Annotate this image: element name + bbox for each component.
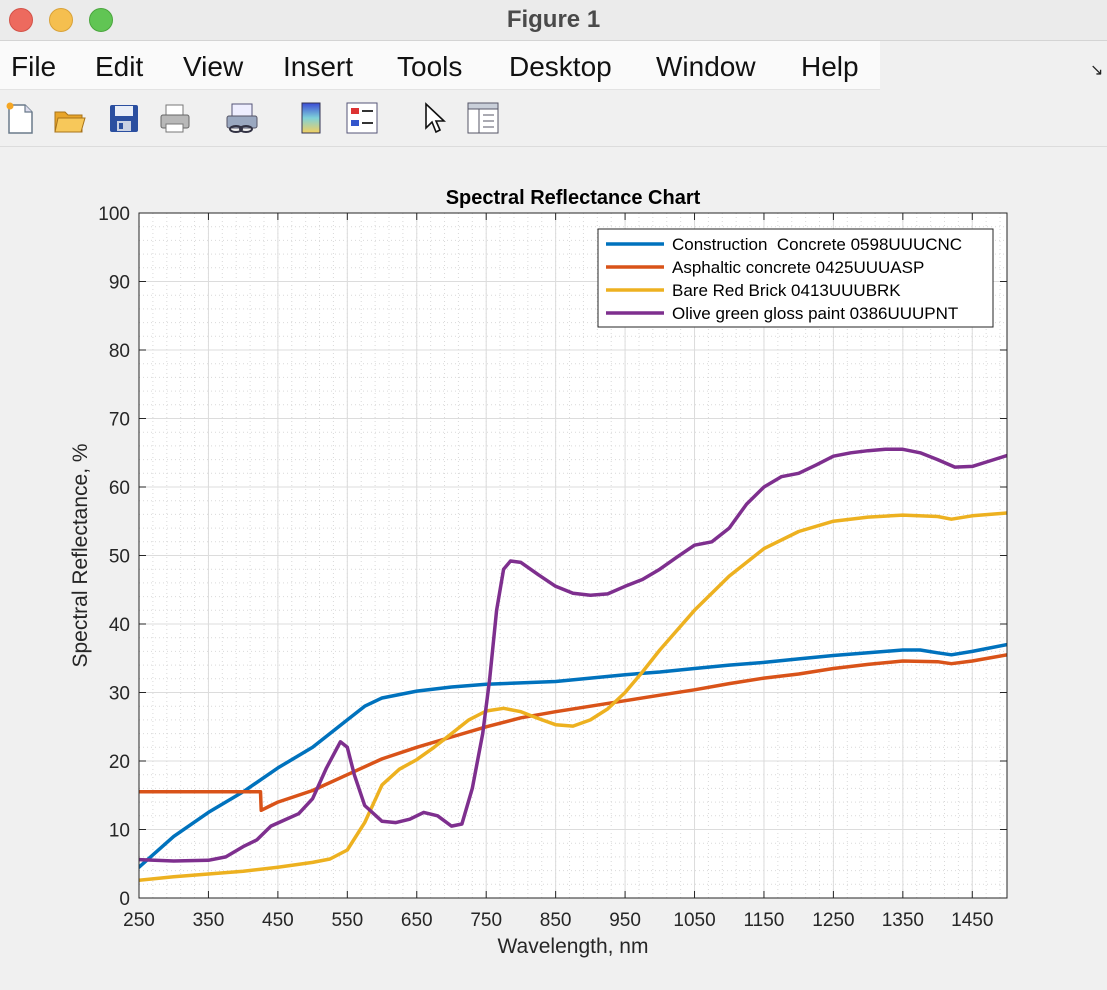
x-tick-label: 350: [193, 910, 225, 931]
property-editor-icon[interactable]: [465, 100, 501, 136]
x-tick-label: 750: [470, 910, 502, 931]
x-tick-label: 950: [609, 910, 641, 931]
menu-file[interactable]: File: [11, 51, 57, 82]
y-tick-label: 90: [109, 273, 130, 294]
spectral-reflectance-chart: 250 350 450 550 650 750 850 950 1050 1150 1250 1350…: [0, 150, 1107, 990]
y-tick-label: 80: [109, 341, 130, 362]
x-tick-label: 1250: [812, 910, 854, 931]
save-icon[interactable]: [106, 100, 142, 136]
menu-desktop[interactable]: Desktop: [509, 51, 612, 82]
x-tick-label: 1350: [882, 910, 924, 931]
print-icon[interactable]: [157, 100, 193, 136]
legend-label-3: Bare Red Brick 0413UUUBRK: [672, 281, 901, 300]
y-tick-label: 10: [109, 821, 130, 842]
y-tick-label: 70: [109, 410, 130, 431]
y-tick-label: 30: [109, 684, 130, 705]
x-tick-label: 1150: [744, 910, 785, 931]
menu-overflow-icon[interactable]: ↘: [1090, 62, 1104, 79]
series-line-2: [139, 653, 1007, 813]
legend: Construction Concrete 0598UUUCNC Asphalti…: [597, 228, 994, 328]
figure-toolbar: [0, 90, 1107, 147]
menu-help[interactable]: Help: [801, 51, 859, 82]
colorbar-icon[interactable]: [294, 100, 330, 136]
minimize-window-button[interactable]: [49, 8, 73, 32]
legend-label-2: Asphaltic concrete 0425UUUASP: [672, 258, 924, 277]
menu-edit[interactable]: Edit: [95, 51, 144, 82]
x-axis-label: Wavelength, nm: [498, 935, 649, 958]
new-figure-icon[interactable]: [3, 100, 39, 136]
x-tick-label: 550: [331, 910, 363, 931]
series-line-1: [139, 642, 1007, 869]
legend-label-4: Olive green gloss paint 0386UUUPNT: [672, 304, 958, 323]
y-tick-label: 40: [109, 615, 130, 636]
chart-title: Spectral Reflectance Chart: [446, 187, 701, 209]
y-tick-label: 100: [98, 204, 130, 225]
legend-label-1: Construction Concrete 0598UUUCNC: [672, 235, 962, 254]
y-tick-label: 0: [119, 889, 130, 910]
x-tick-label: 250: [123, 910, 155, 931]
open-file-icon[interactable]: [52, 100, 88, 136]
x-tick-label: 850: [540, 910, 572, 931]
y-tick-label: 50: [109, 547, 130, 568]
menu-insert[interactable]: Insert: [283, 51, 354, 82]
series-line-4: [139, 447, 1007, 863]
y-tick-label: 60: [109, 478, 130, 499]
close-window-button[interactable]: [9, 8, 33, 32]
zoom-window-button[interactable]: [89, 8, 113, 32]
x-tick-label: 650: [401, 910, 433, 931]
legend-icon[interactable]: [344, 100, 380, 136]
x-tick-label: 1450: [951, 910, 993, 931]
menu-view[interactable]: View: [183, 51, 244, 82]
y-tick-label: 20: [109, 752, 130, 773]
y-axis-label: Spectral Reflectance, %: [69, 443, 92, 667]
menu-tools[interactable]: Tools: [397, 51, 463, 82]
series-line-3: [139, 511, 1007, 882]
menu-bar: File Edit View Insert Tools Desktop Wind…: [0, 41, 880, 90]
x-tick-label: 1050: [673, 910, 715, 931]
window-titlebar: Figure 1: [0, 0, 1107, 41]
grid: [138, 212, 1007, 899]
link-plot-icon[interactable]: [224, 100, 260, 136]
window-title: Figure 1: [506, 6, 601, 33]
menu-window[interactable]: Window: [656, 51, 756, 82]
pointer-icon[interactable]: [416, 100, 452, 136]
x-tick-label: 450: [262, 910, 294, 931]
